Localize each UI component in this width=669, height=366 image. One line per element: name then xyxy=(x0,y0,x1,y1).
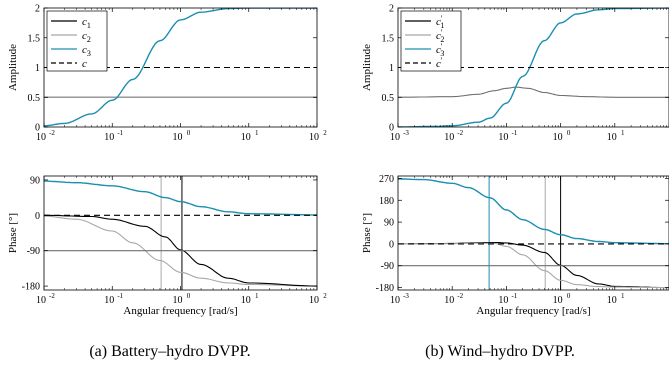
y-tick-label: 0 xyxy=(389,123,394,134)
x-tick-exponent: -1 xyxy=(511,292,517,300)
x-tick-exponent: 2 xyxy=(323,129,327,137)
x-tick-exponent: 1 xyxy=(621,292,625,300)
legend-label: c1 xyxy=(82,16,91,30)
y-tick-label: 1 xyxy=(35,63,40,74)
y-tick-label: 0.5 xyxy=(382,93,395,104)
y-tick-label: 2 xyxy=(389,4,394,15)
x-tick-exponent: -1 xyxy=(511,129,517,137)
x-tick-label: 10 xyxy=(104,132,114,143)
series-line-1 xyxy=(398,241,669,289)
x-tick-exponent: -1 xyxy=(117,129,123,137)
x-axis-label: Angular frequency [rad/s] xyxy=(476,305,590,317)
series-line-0 xyxy=(398,178,669,245)
x-tick-label: 10 xyxy=(173,295,183,306)
x-tick-exponent: -1 xyxy=(117,292,123,300)
x-tick-exponent: 0 xyxy=(567,292,571,300)
x-tick-exponent: 0 xyxy=(567,129,571,137)
x-tick-label: 10 xyxy=(241,295,251,306)
x-tick-exponent: -3 xyxy=(403,129,409,137)
x-tick-exponent: 2 xyxy=(323,292,327,300)
x-tick-exponent: -3 xyxy=(403,292,409,300)
x-tick-exponent: -2 xyxy=(49,292,55,300)
y-axis-label: Phase [°] xyxy=(361,213,373,253)
y-tick-label: 0.5 xyxy=(28,93,41,104)
x-tick-label: 10 xyxy=(390,295,400,306)
legend-label: c' 3 xyxy=(436,42,444,58)
caption-b: (b) Wind–hydro DVPP. xyxy=(425,343,575,360)
series-line-0 xyxy=(398,86,669,98)
x-tick-label: 10 xyxy=(498,295,508,306)
x-tick-label: 10 xyxy=(36,132,46,143)
x-tick-label: 10 xyxy=(104,295,114,306)
y-tick-label: 90 xyxy=(384,218,394,229)
series-line-2 xyxy=(44,214,317,287)
y-tick-label: -180 xyxy=(22,282,40,293)
x-tick-exponent: 0 xyxy=(187,292,191,300)
y-tick-label: 270 xyxy=(379,174,394,185)
y-tick-label: 1.5 xyxy=(28,33,41,44)
legend-label: c xyxy=(82,58,87,70)
legend-label: c' 1 xyxy=(436,14,444,30)
x-tick-label: 10 xyxy=(607,295,617,306)
x-tick-label: 10 xyxy=(607,132,617,143)
plot-frame xyxy=(43,175,318,291)
x-axis-label: Angular frequency [rad/s] xyxy=(123,305,237,317)
x-tick-exponent: 0 xyxy=(187,129,191,137)
x-tick-label: 10 xyxy=(553,132,563,143)
x-tick-label: 10 xyxy=(553,295,563,306)
legend-label: c' 2 xyxy=(436,28,444,44)
plot-area xyxy=(398,176,669,290)
x-tick-label: 10 xyxy=(390,132,400,143)
y-tick-label: 0 xyxy=(389,239,394,250)
legend-box xyxy=(46,10,108,72)
legend-label: c2 xyxy=(82,30,91,44)
series-line-1 xyxy=(44,215,317,287)
y-tick-label: 2 xyxy=(35,4,40,15)
legend-box xyxy=(400,10,462,72)
x-tick-label: 10 xyxy=(309,295,319,306)
caption-a: (a) Battery–hydro DVPP. xyxy=(89,343,250,360)
series-line-2 xyxy=(398,242,669,289)
x-tick-exponent: -2 xyxy=(457,129,463,137)
y-tick-label: 1.5 xyxy=(382,33,395,44)
y-tick-label: -180 xyxy=(376,283,394,294)
legend-label: c3 xyxy=(82,44,91,58)
x-tick-label: 10 xyxy=(173,132,183,143)
panel-b-phase-plot: 10 -3 10 -2 10 -1 10 0 10 1270180900-90-180Phase … xyxy=(361,174,669,317)
x-tick-label: 10 xyxy=(498,132,508,143)
legend: c' 1c' 2c' 3c' xyxy=(400,10,462,72)
y-tick-label: 180 xyxy=(379,196,394,207)
y-axis-label: Amplitude xyxy=(7,44,19,91)
x-tick-exponent: 1 xyxy=(255,129,259,137)
y-tick-label: -90 xyxy=(27,246,40,257)
y-axis-label: Amplitude xyxy=(361,44,373,91)
y-tick-label: 0 xyxy=(35,211,40,222)
x-tick-exponent: -2 xyxy=(49,129,55,137)
x-tick-exponent: -2 xyxy=(457,292,463,300)
y-tick-label: 0 xyxy=(35,123,40,134)
series-line-0 xyxy=(44,180,317,216)
panel-a-amplitude-plot: 10 -2 10 -1 10 0 10 1 10 200.511.52Amplitudec1c2c… xyxy=(7,4,327,144)
plot-frame xyxy=(397,175,669,291)
y-tick-label: -90 xyxy=(381,261,394,272)
x-tick-exponent: 1 xyxy=(621,129,625,137)
y-axis-label: Phase [°] xyxy=(7,213,19,253)
y-tick-label: 90 xyxy=(30,175,40,186)
legend-label: c' xyxy=(436,56,443,70)
x-tick-label: 10 xyxy=(444,132,454,143)
x-tick-label: 10 xyxy=(36,295,46,306)
y-tick-label: 1 xyxy=(389,63,394,74)
x-tick-label: 10 xyxy=(309,132,319,143)
x-tick-exponent: 1 xyxy=(255,292,259,300)
x-tick-label: 10 xyxy=(241,132,251,143)
x-tick-label: 10 xyxy=(444,295,454,306)
plot-area xyxy=(44,176,317,290)
